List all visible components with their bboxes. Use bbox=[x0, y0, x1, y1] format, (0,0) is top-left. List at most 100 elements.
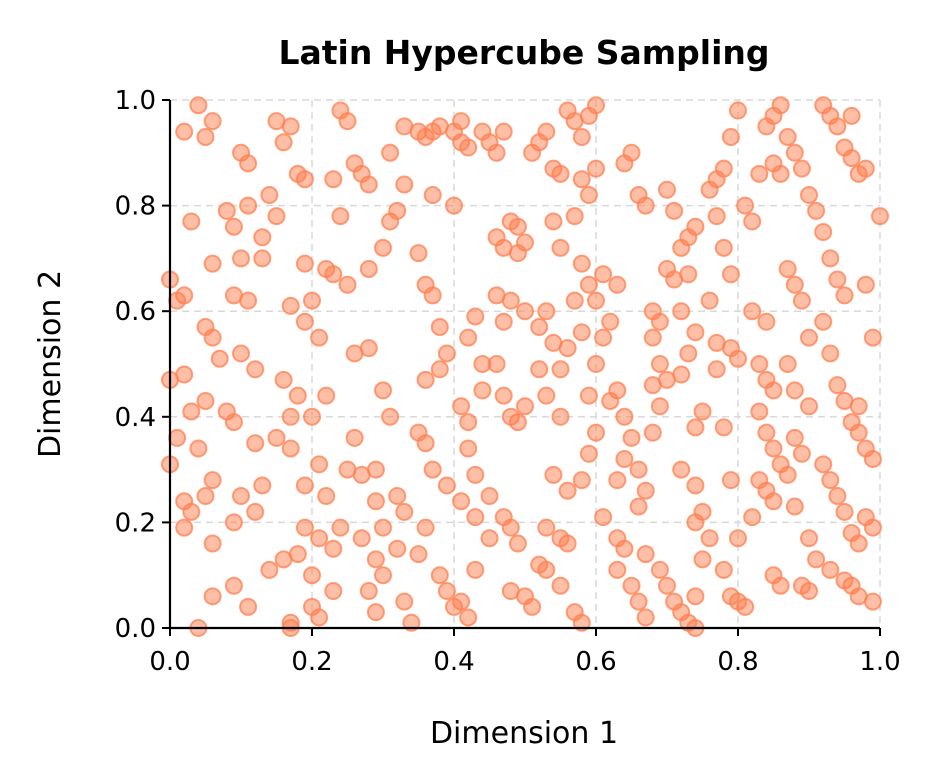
data-point bbox=[757, 423, 776, 442]
data-point bbox=[508, 534, 527, 553]
data-point bbox=[508, 413, 527, 432]
data-point bbox=[800, 328, 818, 347]
data-point bbox=[196, 391, 215, 410]
y-tick-label: 0.8 bbox=[115, 192, 156, 222]
data-point bbox=[608, 275, 627, 294]
y-axis-label: Dimension 2 bbox=[33, 270, 68, 458]
data-point bbox=[395, 502, 414, 521]
data-point bbox=[828, 487, 847, 505]
data-point bbox=[324, 170, 343, 189]
data-point bbox=[189, 439, 208, 458]
data-point bbox=[821, 560, 840, 579]
data-point bbox=[274, 133, 293, 152]
data-point bbox=[707, 207, 726, 226]
data-point bbox=[579, 186, 598, 205]
data-point bbox=[629, 497, 648, 516]
data-point bbox=[792, 291, 811, 310]
data-point bbox=[551, 576, 570, 595]
data-point bbox=[452, 112, 471, 131]
data-point bbox=[437, 476, 456, 495]
data-point bbox=[466, 560, 485, 579]
data-point bbox=[239, 597, 258, 616]
data-point bbox=[459, 439, 478, 458]
data-point bbox=[203, 112, 222, 131]
data-point bbox=[778, 465, 797, 484]
data-point bbox=[487, 143, 506, 162]
data-point bbox=[615, 539, 634, 558]
data-point bbox=[381, 407, 400, 426]
data-point bbox=[714, 418, 733, 437]
data-point bbox=[842, 106, 861, 125]
data-point bbox=[366, 603, 385, 622]
data-point bbox=[672, 302, 691, 321]
x-tick-label: 0.2 bbox=[291, 647, 332, 677]
data-point bbox=[423, 186, 442, 205]
data-point bbox=[196, 487, 215, 505]
data-point bbox=[366, 460, 385, 479]
data-point bbox=[750, 164, 769, 183]
data-point bbox=[771, 164, 790, 183]
data-point bbox=[466, 307, 485, 326]
data-point bbox=[388, 487, 407, 505]
data-point bbox=[750, 355, 769, 373]
data-point bbox=[324, 265, 343, 284]
data-point bbox=[466, 508, 485, 527]
data-point bbox=[253, 249, 272, 268]
data-point bbox=[203, 471, 222, 490]
data-point bbox=[260, 186, 279, 205]
data-point bbox=[281, 439, 300, 458]
data-point bbox=[622, 428, 641, 447]
data-point bbox=[572, 127, 591, 146]
data-point bbox=[196, 127, 215, 146]
data-point bbox=[246, 434, 265, 453]
data-point bbox=[800, 186, 818, 205]
data-point bbox=[317, 487, 336, 505]
data-point bbox=[324, 582, 343, 601]
data-point bbox=[359, 259, 378, 278]
data-point bbox=[295, 476, 314, 495]
data-point bbox=[643, 328, 662, 347]
data-point bbox=[764, 381, 783, 400]
data-point bbox=[374, 566, 392, 585]
data-point bbox=[395, 175, 414, 194]
data-point bbox=[310, 455, 329, 474]
data-point bbox=[281, 613, 300, 632]
data-point bbox=[537, 560, 556, 579]
data-point bbox=[239, 196, 258, 215]
data-point bbox=[771, 96, 790, 115]
data-point bbox=[721, 127, 740, 146]
data-point bbox=[785, 275, 804, 294]
data-point bbox=[381, 143, 400, 162]
data-point bbox=[849, 423, 868, 442]
data-point bbox=[743, 212, 762, 231]
data-point bbox=[224, 217, 243, 236]
data-point bbox=[835, 286, 854, 305]
data-point bbox=[579, 386, 598, 405]
data-point bbox=[352, 529, 371, 548]
x-tick-label: 0.4 bbox=[433, 647, 474, 677]
data-point bbox=[650, 312, 669, 331]
data-point bbox=[771, 576, 790, 595]
data-point bbox=[544, 465, 563, 484]
data-point bbox=[636, 608, 655, 627]
data-point bbox=[423, 286, 442, 305]
data-point bbox=[721, 471, 740, 490]
data-point bbox=[686, 323, 705, 342]
data-point bbox=[537, 302, 556, 321]
data-point bbox=[650, 397, 669, 416]
data-point bbox=[437, 582, 456, 601]
data-point bbox=[345, 428, 364, 447]
data-point bbox=[743, 302, 762, 321]
data-point bbox=[338, 275, 357, 294]
data-point bbox=[658, 180, 676, 199]
data-point bbox=[203, 254, 222, 273]
data-point bbox=[785, 381, 804, 400]
data-point bbox=[182, 502, 201, 521]
data-point bbox=[835, 502, 854, 521]
data-point bbox=[856, 159, 875, 178]
data-point bbox=[274, 370, 293, 389]
data-point bbox=[636, 196, 655, 215]
data-point bbox=[792, 159, 811, 178]
data-point bbox=[622, 576, 641, 595]
data-point bbox=[551, 407, 570, 426]
